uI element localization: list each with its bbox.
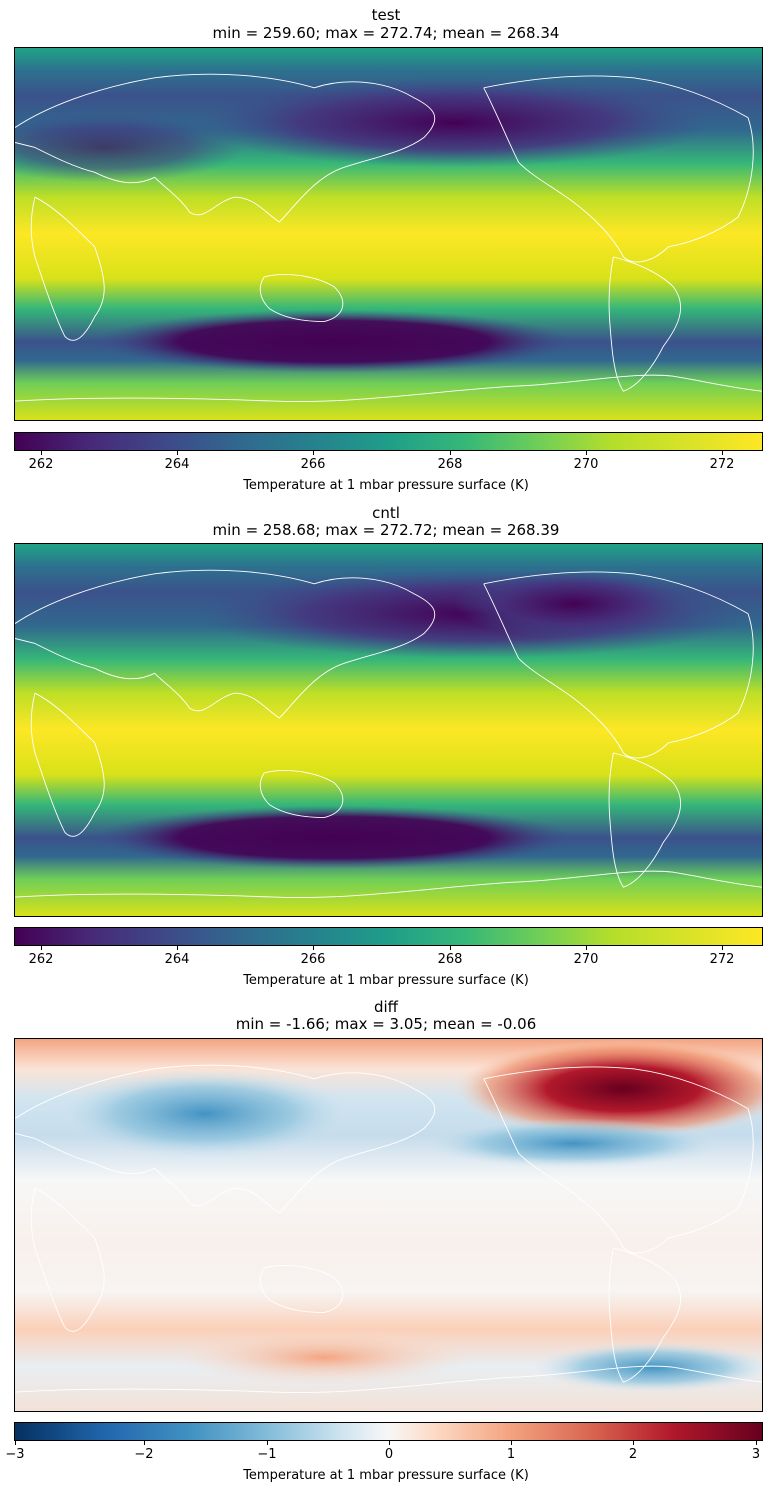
tick-label: 262 xyxy=(28,952,54,967)
panel-cntl-stats: min = 258.68; max = 272.72; mean = 268.3… xyxy=(212,521,560,539)
tick-label: −1 xyxy=(257,1447,277,1462)
tick-label: 270 xyxy=(573,952,599,967)
tick-label: 262 xyxy=(28,457,54,472)
colorbar-diff-label: Temperature at 1 mbar pressure surface (… xyxy=(243,1468,529,1483)
tick-label: −3 xyxy=(5,1447,25,1462)
coastlines-diff xyxy=(15,1064,762,1393)
colorbar-cntl-label: Temperature at 1 mbar pressure surface (… xyxy=(243,973,529,988)
coastlines-cntl xyxy=(15,569,762,898)
tick-label: 264 xyxy=(164,952,190,967)
tick-label: 268 xyxy=(437,952,463,967)
tick-label: 0 xyxy=(384,1447,394,1462)
tick-label: 266 xyxy=(300,952,326,967)
tick-label: 270 xyxy=(573,457,599,472)
map-cntl xyxy=(14,543,763,917)
tick-label: −2 xyxy=(134,1447,154,1462)
panel-cntl-title: cntl xyxy=(372,504,400,522)
panel-diff-title: diff xyxy=(373,998,399,1016)
tick-label: 1 xyxy=(506,1447,516,1462)
panel-test-stats: min = 259.60; max = 272.74; mean = 268.3… xyxy=(212,24,560,42)
colorbar-test-label: Temperature at 1 mbar pressure surface (… xyxy=(243,478,529,493)
colorbar-cntl xyxy=(14,927,763,946)
colorbar-test-ticks: 262 264 266 268 270 272 xyxy=(14,451,763,472)
coastlines-test xyxy=(15,73,762,402)
colorbar-diff-ticks: −3 −2 −1 0 1 2 3 xyxy=(5,1441,763,1462)
colorbar-cntl-ticks: 262 264 266 268 270 272 xyxy=(14,946,763,967)
field-test-viridis xyxy=(15,48,762,420)
field-diff-rdbu xyxy=(15,1039,762,1411)
panel-diff-stats: min = -1.66; max = 3.05; mean = -0.06 xyxy=(235,1015,537,1033)
tick-label: 268 xyxy=(437,457,463,472)
panel-test-title: test xyxy=(371,6,401,24)
tick-label: 264 xyxy=(164,457,190,472)
tick-label: 266 xyxy=(300,457,326,472)
tick-label: 272 xyxy=(709,952,735,967)
tick-label: 272 xyxy=(709,457,735,472)
map-diff xyxy=(14,1038,763,1412)
tick-label: 2 xyxy=(628,1447,638,1462)
map-test xyxy=(14,47,763,421)
colorbar-test xyxy=(14,432,763,451)
tick-label: 3 xyxy=(751,1447,761,1462)
colorbar-diff xyxy=(14,1422,763,1441)
field-cntl-viridis xyxy=(15,544,762,916)
